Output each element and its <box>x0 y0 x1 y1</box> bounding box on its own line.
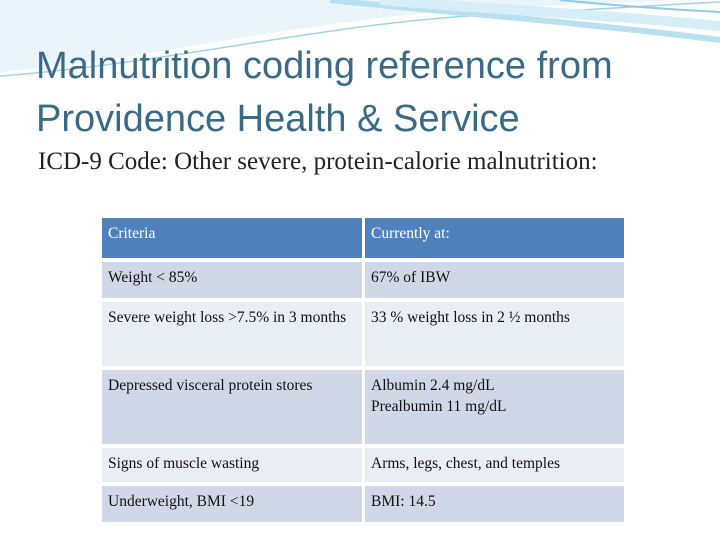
swoosh-line <box>329 0 720 43</box>
table-cell: Currently at: <box>365 218 624 258</box>
cell-line: Albumin 2.4 mg/dL <box>371 377 495 394</box>
table-cell: Signs of muscle wasting <box>102 448 365 482</box>
table-row: Weight < 85% 67% of IBW <box>102 262 624 298</box>
table-cell: Underweight, BMI <19 <box>102 486 365 522</box>
table-row: Severe weight loss >7.5% in 3 months 33 %… <box>102 302 624 366</box>
table-header-row: Criteria Currently at: <box>102 218 624 258</box>
table-cell: 33 % weight loss in 2 ½ months <box>365 302 624 366</box>
swoosh-line <box>559 0 720 13</box>
slide-subtitle: ICD-9 Code: Other severe, protein-calori… <box>38 148 598 175</box>
table-cell: 67% of IBW <box>365 262 624 298</box>
table-cell: Severe weight loss >7.5% in 3 months <box>102 302 365 366</box>
criteria-table: Criteria Currently at: Weight < 85% 67% of … <box>102 214 624 526</box>
table-cell: Weight < 85% <box>102 262 365 298</box>
table-row: Depressed visceral protein stores Albumin… <box>102 370 624 444</box>
table-cell: Criteria <box>102 218 365 258</box>
decoration <box>0 0 720 77</box>
cell-line: Prealbumin 11 mg/dL <box>371 398 507 415</box>
table-cell: Arms, legs, chest, and temples <box>365 448 624 482</box>
table-row: Underweight, BMI <19 BMI: 14.5 <box>102 486 624 522</box>
swoosh <box>0 0 720 72</box>
table-cell: Depressed visceral protein stores <box>102 370 365 444</box>
table-cell: BMI: 14.5 <box>365 486 624 522</box>
swoosh-line <box>0 1 720 77</box>
table-row: Signs of muscle wasting Arms, legs, chest… <box>102 448 624 482</box>
swoosh-line <box>379 0 720 31</box>
table-cell: Albumin 2.4 mg/dL Prealbumin 11 mg/dL <box>365 370 624 444</box>
slide-title: Malnutrition coding reference from Provi… <box>36 45 613 140</box>
